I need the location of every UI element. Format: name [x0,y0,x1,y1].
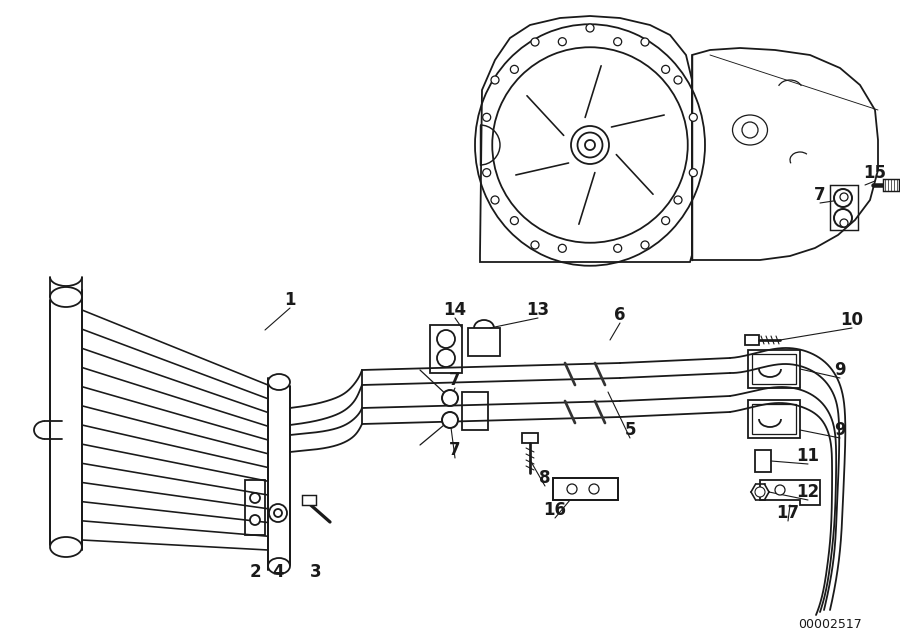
Bar [553,478,618,500]
Circle shape [531,38,539,46]
Circle shape [558,37,566,46]
Text: 5: 5 [625,421,635,439]
Circle shape [614,244,622,252]
Circle shape [689,113,698,121]
Circle shape [689,169,698,177]
Text: 3: 3 [310,563,322,581]
Text: 11: 11 [796,447,820,465]
Bar [462,392,488,430]
Bar [752,354,796,384]
Circle shape [589,484,599,494]
Circle shape [840,193,848,201]
Circle shape [834,189,852,207]
Circle shape [840,219,848,227]
Circle shape [250,515,260,525]
Circle shape [614,37,622,46]
Circle shape [662,65,670,74]
Circle shape [586,24,594,32]
Text: 1: 1 [284,291,296,309]
Circle shape [834,209,852,227]
Text: 14: 14 [444,301,466,319]
Circle shape [274,509,282,517]
Bar [752,404,796,434]
Circle shape [482,113,491,121]
Bar [883,179,899,191]
Circle shape [755,487,765,497]
Bar [748,350,800,388]
Bar [745,335,759,345]
Circle shape [531,241,539,249]
Circle shape [641,241,649,249]
Text: 7: 7 [449,441,461,459]
Bar [302,495,316,505]
Text: 12: 12 [796,483,820,501]
Circle shape [775,485,785,495]
Text: 17: 17 [777,504,799,522]
Bar [430,325,462,373]
Text: 10: 10 [841,311,863,329]
Circle shape [491,196,499,204]
Text: 8: 8 [539,469,551,487]
Circle shape [662,217,670,225]
Circle shape [558,244,566,252]
Bar [468,328,500,356]
Bar [522,433,538,443]
Circle shape [442,412,458,428]
Bar [830,185,858,230]
Text: 15: 15 [863,164,886,182]
Text: 16: 16 [544,501,566,519]
Circle shape [742,122,758,138]
Text: 13: 13 [526,301,550,319]
Circle shape [442,390,458,406]
Text: 7: 7 [449,371,461,389]
Circle shape [482,169,491,177]
Circle shape [437,330,455,348]
Bar [755,450,771,472]
Text: 2: 2 [249,563,261,581]
Bar [553,478,618,500]
Circle shape [491,76,499,84]
Bar [245,480,265,535]
Text: 6: 6 [614,306,626,324]
Text: 4: 4 [272,563,284,581]
Circle shape [641,38,649,46]
Text: 7: 7 [814,186,826,204]
Text: 00002517: 00002517 [798,618,862,631]
Circle shape [250,493,260,503]
Circle shape [567,484,577,494]
Circle shape [510,217,518,225]
Text: 9: 9 [834,361,846,379]
Bar [748,400,800,438]
Text: 9: 9 [834,421,846,439]
Circle shape [674,76,682,84]
Circle shape [674,196,682,204]
Circle shape [437,349,455,367]
Circle shape [510,65,518,74]
